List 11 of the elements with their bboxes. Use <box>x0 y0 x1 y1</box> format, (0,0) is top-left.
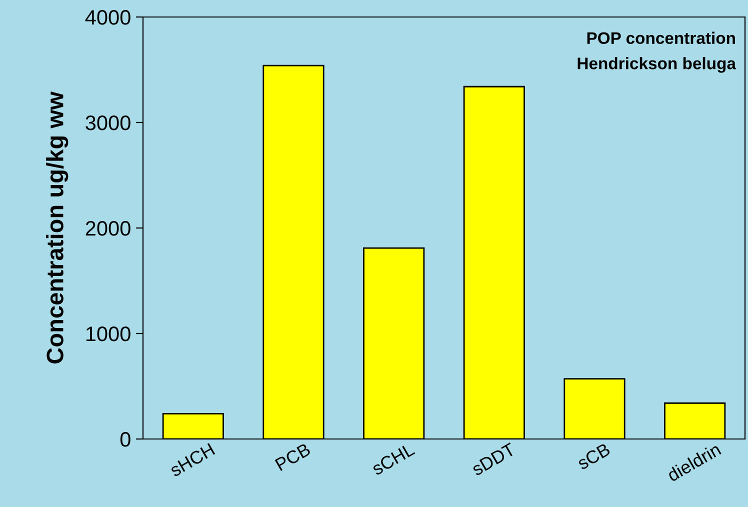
text: Hendrickson beluga <box>578 57 736 73</box>
x-tick-label: sCHL <box>370 442 416 476</box>
y-tick-label: 1000 <box>86 326 130 342</box>
y-axis-title: Concentration ug/kg ww <box>46 92 68 364</box>
x-tick-label: sCB <box>576 442 611 470</box>
y-tick-label: 2000 <box>86 221 130 236</box>
y-tick-label: 4000 <box>85 10 130 25</box>
x-tick-label: PCB <box>274 442 312 472</box>
y-tick-label: 0 <box>120 432 130 447</box>
text: POP concentration <box>587 32 735 44</box>
y-tick-label: 3000 <box>86 116 130 130</box>
